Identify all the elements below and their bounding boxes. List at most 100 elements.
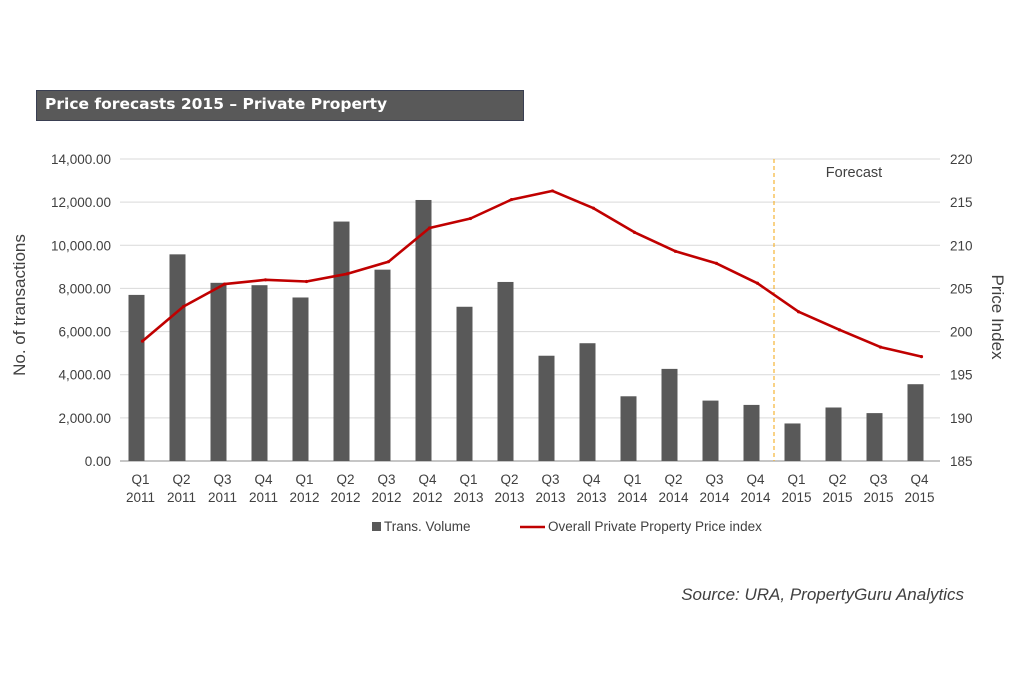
bar (702, 400, 719, 461)
price-index-point (755, 281, 760, 285)
x-tick-quarter: Q1 (623, 472, 641, 487)
price-index-point (714, 261, 719, 266)
bar (415, 199, 432, 461)
price-index-point (468, 216, 473, 221)
x-tick-quarter: Q4 (910, 472, 929, 487)
y-axis-title: No. of transactions (10, 234, 29, 376)
price-index-point (427, 226, 432, 230)
bar (333, 221, 350, 461)
price-index-point (181, 304, 186, 309)
bar (292, 297, 309, 461)
x-tick-year: 2013 (535, 490, 565, 505)
x-tick-year: 2011 (208, 490, 237, 505)
x-tick-quarter: Q4 (746, 472, 765, 487)
x-tick-quarter: Q1 (459, 472, 477, 487)
bar (128, 294, 145, 461)
x-tick-quarter: Q3 (541, 472, 559, 487)
price-index-point (140, 339, 145, 343)
bar (579, 343, 596, 461)
price-index-point (345, 272, 350, 276)
x-tick-year: 2012 (289, 490, 319, 505)
price-index-line (141, 189, 922, 358)
y-tick-label: 4,000.00 (58, 368, 111, 383)
x-tick-quarter: Q1 (787, 472, 805, 487)
x-tick-year: 2012 (412, 490, 442, 505)
y2-tick-label: 190 (950, 411, 973, 426)
price-index-point (509, 197, 514, 202)
y2-tick-label: 195 (950, 368, 973, 383)
bar (456, 306, 473, 461)
price-index-point (222, 282, 227, 286)
x-tick-year: 2015 (863, 490, 893, 505)
x-tick-quarter: Q1 (295, 472, 313, 487)
y-tick-label: 0.00 (85, 454, 111, 469)
y-tick-label: 6,000.00 (58, 325, 111, 340)
bar (620, 396, 637, 461)
x-tick-quarter: Q4 (582, 472, 601, 487)
x-tick-year: 2014 (617, 490, 648, 505)
legend-swatch-bar (372, 522, 381, 531)
bar (661, 368, 678, 461)
bar (374, 269, 391, 461)
x-tick-year: 2012 (330, 490, 360, 505)
y2-tick-label: 200 (950, 325, 973, 340)
y-tick-label: 10,000.00 (51, 238, 111, 253)
price-index-point (673, 249, 678, 253)
price-index-point (263, 278, 268, 282)
y-tick-label: 8,000.00 (58, 281, 111, 296)
y2-tick-label: 220 (950, 152, 973, 167)
bar (210, 282, 227, 461)
bar (497, 281, 514, 461)
bar (538, 355, 555, 461)
y2-tick-label: 185 (950, 454, 973, 469)
x-tick-year: 2014 (699, 490, 730, 505)
x-tick-year: 2014 (658, 490, 689, 505)
y-tick-label: 12,000.00 (51, 195, 111, 210)
forecast-label: Forecast (826, 165, 882, 181)
x-tick-quarter: Q2 (828, 472, 846, 487)
legend-label-bar: Trans. Volume (384, 519, 471, 534)
y-tick-label: 2,000.00 (58, 411, 111, 426)
bar (825, 407, 842, 461)
x-tick-year: 2011 (249, 490, 278, 505)
x-tick-quarter: Q4 (254, 472, 273, 487)
x-tick-year: 2015 (781, 490, 811, 505)
x-tick-year: 2012 (371, 490, 401, 505)
y-tick-label: 14,000.00 (51, 152, 111, 167)
legend-label-line: Overall Private Property Price index (548, 519, 762, 534)
x-tick-quarter: Q4 (418, 472, 437, 487)
x-tick-year: 2013 (494, 490, 524, 505)
price-index-point (919, 354, 924, 359)
x-tick-quarter: Q2 (500, 472, 518, 487)
bar (784, 423, 801, 461)
source-note: Source: URA, PropertyGuru Analytics (681, 585, 964, 604)
bar (743, 404, 760, 461)
x-tick-year: 2014 (740, 490, 771, 505)
y2-axis-title: Price Index (988, 274, 1007, 360)
x-tick-year: 2015 (822, 490, 852, 505)
x-tick-quarter: Q3 (705, 472, 723, 487)
x-tick-year: 2011 (126, 490, 155, 505)
x-tick-quarter: Q3 (869, 472, 887, 487)
price-index-point (837, 328, 842, 332)
price-index-point (878, 345, 883, 349)
bar (907, 384, 924, 461)
x-tick-quarter: Q2 (664, 472, 682, 487)
price-index-point (386, 260, 391, 264)
price-index-point (632, 230, 637, 234)
x-tick-year: 2013 (453, 490, 483, 505)
price-index-point (796, 310, 801, 314)
x-tick-quarter: Q2 (172, 472, 190, 487)
y2-tick-label: 210 (950, 238, 973, 253)
chart-title: Price forecasts 2015 – Private Property (45, 95, 388, 113)
x-tick-quarter: Q2 (336, 472, 354, 487)
price-index-point (591, 206, 596, 210)
x-tick-year: 2013 (576, 490, 606, 505)
chart-title-bar: Price forecasts 2015 – Private Property (36, 90, 524, 121)
y2-tick-label: 205 (950, 281, 973, 296)
x-tick-quarter: Q1 (131, 472, 149, 487)
price-index-point (550, 189, 555, 193)
x-tick-quarter: Q3 (213, 472, 231, 487)
x-tick-year: 2015 (904, 490, 934, 505)
